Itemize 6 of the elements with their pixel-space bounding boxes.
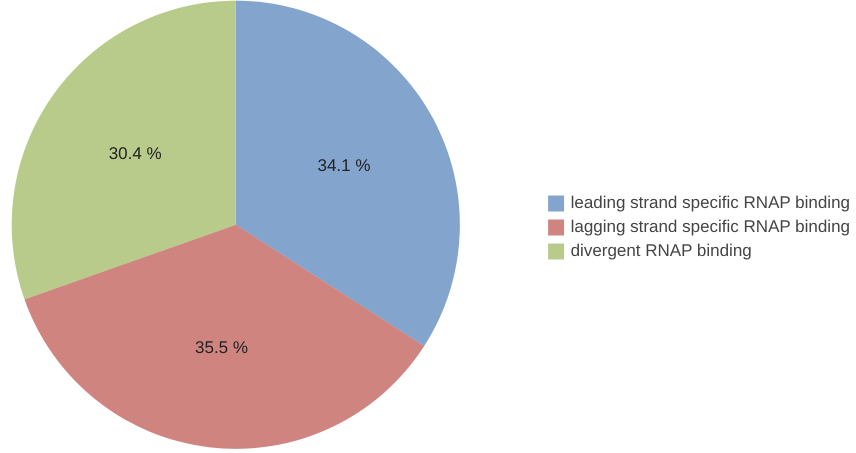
legend-label: lagging strand specific RNAP binding	[570, 216, 850, 236]
legend-label: leading strand specific RNAP binding	[570, 192, 850, 212]
data-label: 30.4 %	[108, 144, 162, 164]
data-label: 35.5 %	[195, 338, 248, 357]
data-label: 34.1 %	[318, 156, 370, 176]
legend-label: divergent RNAP binding	[570, 240, 752, 260]
